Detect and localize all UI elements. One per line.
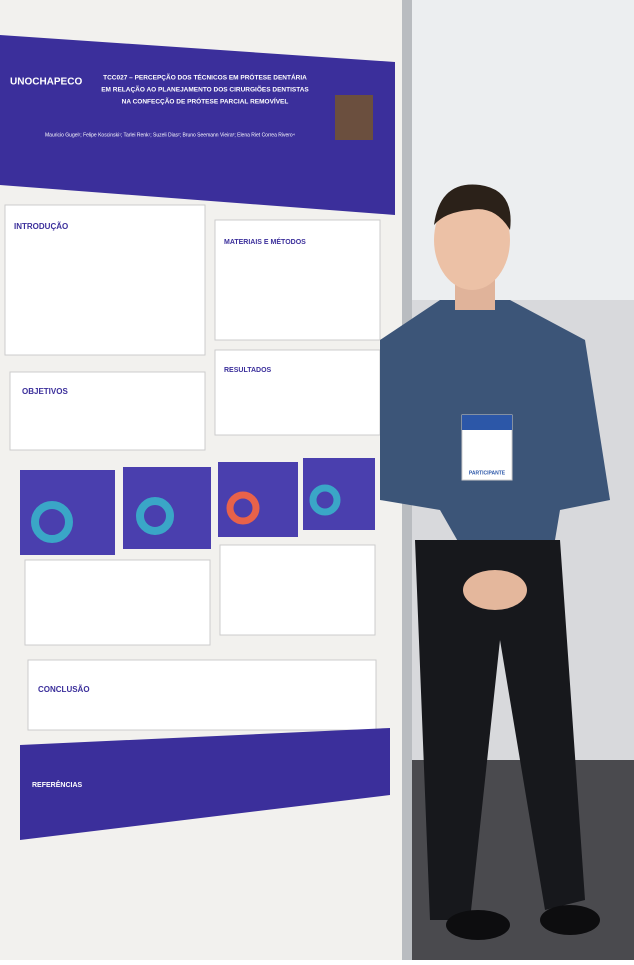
badge-label: PARTICIPANTE [469, 470, 506, 476]
section-heading: CONCLUSÃO [38, 685, 90, 694]
section-box [27, 659, 377, 731]
section-heading: INTRODUÇÃO [14, 222, 68, 231]
shoe [540, 905, 600, 935]
donut [309, 484, 341, 516]
chart-panels [20, 458, 376, 646]
trousers [415, 540, 585, 920]
section-heading: RESULTADOS [224, 367, 272, 374]
shoe [446, 910, 510, 940]
references-band [20, 728, 390, 840]
section-box [214, 349, 381, 436]
face [434, 190, 510, 290]
section-heading: OBJETIVOS [22, 387, 68, 396]
section-box [9, 371, 206, 451]
hands [463, 570, 527, 610]
author-photo [335, 95, 373, 140]
section-box [214, 219, 381, 341]
person: PARTICIPANTE [380, 184, 610, 940]
donut [226, 491, 260, 525]
poster-title: TCC027 – PERCEPÇÃO DOS TÉCNICOS EM PRÓTE… [103, 73, 307, 82]
bar-panel [24, 559, 211, 646]
section-box [4, 204, 206, 356]
poster-title: NA CONFECÇÃO DE PRÓTESE PARCIAL REMOVÍVE… [122, 97, 289, 106]
hair [434, 184, 511, 230]
badge-header [462, 415, 512, 430]
logo: UNOCHAPECO [10, 77, 82, 88]
section-heading: MATERIAIS E MÉTODOS [224, 237, 306, 246]
bar-panel [219, 544, 376, 636]
poster-header [0, 35, 395, 215]
authors: Mauricio Gugel¹; Felipe Koscinski¹; Tarl… [45, 132, 295, 138]
section-heading: REFERÊNCIAS [32, 780, 83, 789]
poster-title: EM RELAÇÃO AO PLANEJAMENTO DOS CIRURGIÕE… [101, 85, 309, 94]
donut [136, 497, 174, 535]
donut [31, 501, 73, 543]
